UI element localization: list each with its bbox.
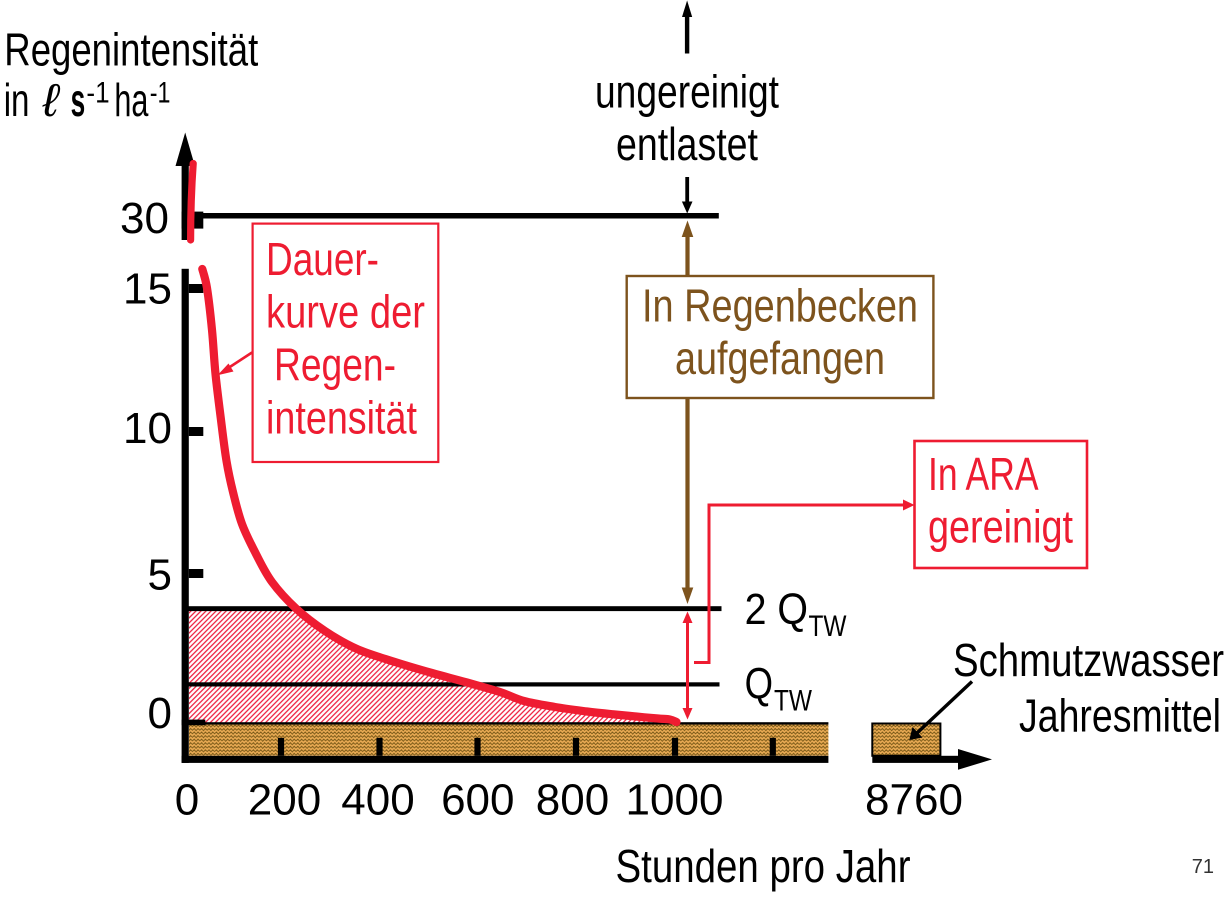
svg-text:aufgefangen: aufgefangen [675,332,885,384]
svg-text:gereinigt: gereinigt [928,501,1073,553]
svg-text:-1: -1 [86,77,109,110]
svg-text:800: 800 [536,776,609,825]
svg-text:5: 5 [148,551,172,600]
svg-text:1000: 1000 [626,776,724,825]
svg-text:TW: TW [774,685,813,718]
svg-text:-1: -1 [150,77,171,110]
svg-text:Stunden pro Jahr: Stunden pro Jahr [616,840,911,892]
svg-text:In ARA: In ARA [928,448,1039,500]
svg-text:s: s [71,74,86,126]
svg-text:intensität: intensität [266,391,417,443]
svg-text:ungereinigt: ungereinigt [595,66,779,118]
svg-text:2 Q: 2 Q [745,585,808,634]
svg-text:71: 71 [1192,856,1214,878]
svg-text:in: in [4,74,30,126]
svg-text:200: 200 [248,776,321,825]
svg-text:Regenintensität: Regenintensität [4,24,258,76]
svg-text:Jahresmittel: Jahresmittel [1019,690,1221,742]
svg-text:0: 0 [148,689,172,738]
svg-text:ha: ha [114,74,148,126]
svg-text:Q: Q [745,660,773,709]
svg-text:600: 600 [441,776,514,825]
svg-text:TW: TW [809,610,848,643]
svg-text:0: 0 [175,776,199,825]
svg-text:Regen-: Regen- [274,339,396,391]
svg-text:Schmutzwasser: Schmutzwasser [953,634,1224,686]
svg-text:8760: 8760 [865,776,963,825]
svg-text:In Regenbecken: In Regenbecken [642,280,918,332]
svg-text:entlastet: entlastet [616,118,758,170]
svg-text:15: 15 [123,265,172,314]
svg-text:kurve der: kurve der [266,286,425,338]
svg-text:Dauer-: Dauer- [266,233,379,285]
svg-text:ℓ: ℓ [42,74,61,126]
svg-text:30: 30 [120,194,169,243]
svg-text:10: 10 [123,404,172,453]
svg-text:400: 400 [341,776,414,825]
